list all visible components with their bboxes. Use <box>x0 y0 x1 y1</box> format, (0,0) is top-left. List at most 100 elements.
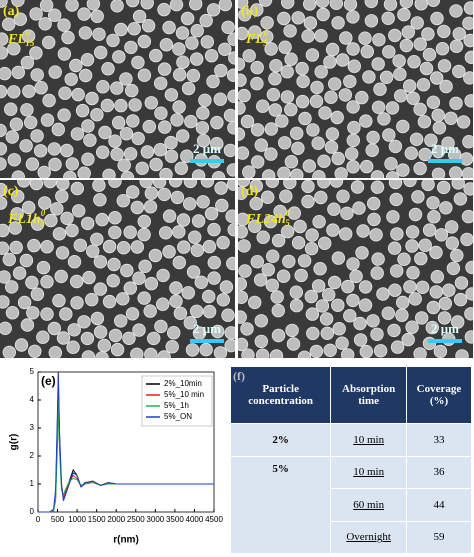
particle <box>268 71 282 86</box>
particle <box>40 239 54 254</box>
particle <box>250 3 264 17</box>
particle <box>320 326 335 341</box>
cell: 59 <box>405 520 473 554</box>
particle <box>19 139 33 153</box>
particle <box>435 42 450 56</box>
particle <box>183 315 198 330</box>
particle <box>303 16 318 30</box>
particle <box>340 206 354 221</box>
particle <box>366 314 380 328</box>
particle <box>90 311 105 326</box>
particle <box>42 35 56 50</box>
particle <box>22 200 36 215</box>
particle <box>297 254 312 268</box>
particle <box>38 17 52 31</box>
sample-name: FL1h0 5 <box>7 208 46 228</box>
legend-label: 5%_ON <box>164 412 192 421</box>
particle <box>169 0 184 12</box>
particle <box>9 117 24 131</box>
particle <box>201 289 216 304</box>
particle <box>238 101 246 115</box>
sup: 0 <box>41 208 46 218</box>
particle <box>279 189 293 203</box>
particle <box>327 77 342 91</box>
particle <box>124 40 138 55</box>
particle <box>123 281 138 295</box>
particle <box>102 294 117 309</box>
particle <box>50 202 64 216</box>
particle <box>48 157 62 172</box>
panel-label: (a) <box>3 4 20 19</box>
particle <box>280 90 295 104</box>
particle <box>56 180 70 191</box>
particle <box>107 257 121 272</box>
particle <box>199 13 213 28</box>
particle <box>329 180 344 188</box>
particle <box>29 180 44 191</box>
particle <box>266 87 281 102</box>
particle <box>130 240 145 254</box>
particle <box>117 158 131 172</box>
particle <box>431 167 446 178</box>
particle <box>402 79 417 93</box>
panel-label: (c) <box>3 184 19 199</box>
particle <box>78 68 93 83</box>
particle <box>157 187 172 202</box>
particle <box>191 214 206 228</box>
particle <box>4 280 19 294</box>
particle <box>116 194 131 208</box>
particle <box>154 319 168 334</box>
particle <box>437 59 452 73</box>
particle <box>427 210 441 224</box>
particle <box>148 248 163 263</box>
particle <box>221 308 235 322</box>
particle <box>269 58 283 73</box>
particle <box>207 271 221 285</box>
particle <box>341 348 355 358</box>
particle <box>238 8 252 22</box>
particle <box>309 344 324 358</box>
particle <box>138 259 152 274</box>
x-tick-label: 500 <box>51 515 65 524</box>
particle <box>367 212 381 227</box>
particle <box>286 337 301 351</box>
particle <box>271 328 286 343</box>
x-tick-label: 3500 <box>166 515 184 524</box>
particle <box>108 180 122 188</box>
particle <box>227 89 235 103</box>
particle <box>123 147 138 161</box>
particle <box>430 269 445 284</box>
particle <box>370 327 384 342</box>
sup: 0 <box>286 208 291 218</box>
particle <box>362 70 376 84</box>
particle <box>20 318 35 332</box>
particle <box>85 244 100 258</box>
particle <box>168 180 183 188</box>
particle <box>78 26 93 40</box>
particle <box>40 307 54 321</box>
particle <box>456 115 471 129</box>
particle <box>112 50 126 64</box>
particle <box>311 279 326 293</box>
particle <box>152 180 167 189</box>
particle <box>452 27 467 41</box>
particle <box>11 189 25 204</box>
particle <box>446 261 461 276</box>
particle <box>14 338 29 352</box>
particle <box>141 19 156 33</box>
particle <box>119 126 134 141</box>
table: (f) Particle concentration Absorption tim… <box>229 366 473 554</box>
particle <box>30 287 45 301</box>
particle <box>346 42 360 56</box>
particle <box>2 345 16 358</box>
particle <box>404 146 419 160</box>
particle <box>172 42 186 56</box>
particle <box>218 0 232 12</box>
particle <box>27 238 41 253</box>
particle <box>102 168 116 178</box>
particle <box>196 106 210 120</box>
particle <box>465 260 473 275</box>
x-tick-label: 1000 <box>68 515 86 524</box>
particle <box>47 142 62 156</box>
particle <box>164 88 179 102</box>
